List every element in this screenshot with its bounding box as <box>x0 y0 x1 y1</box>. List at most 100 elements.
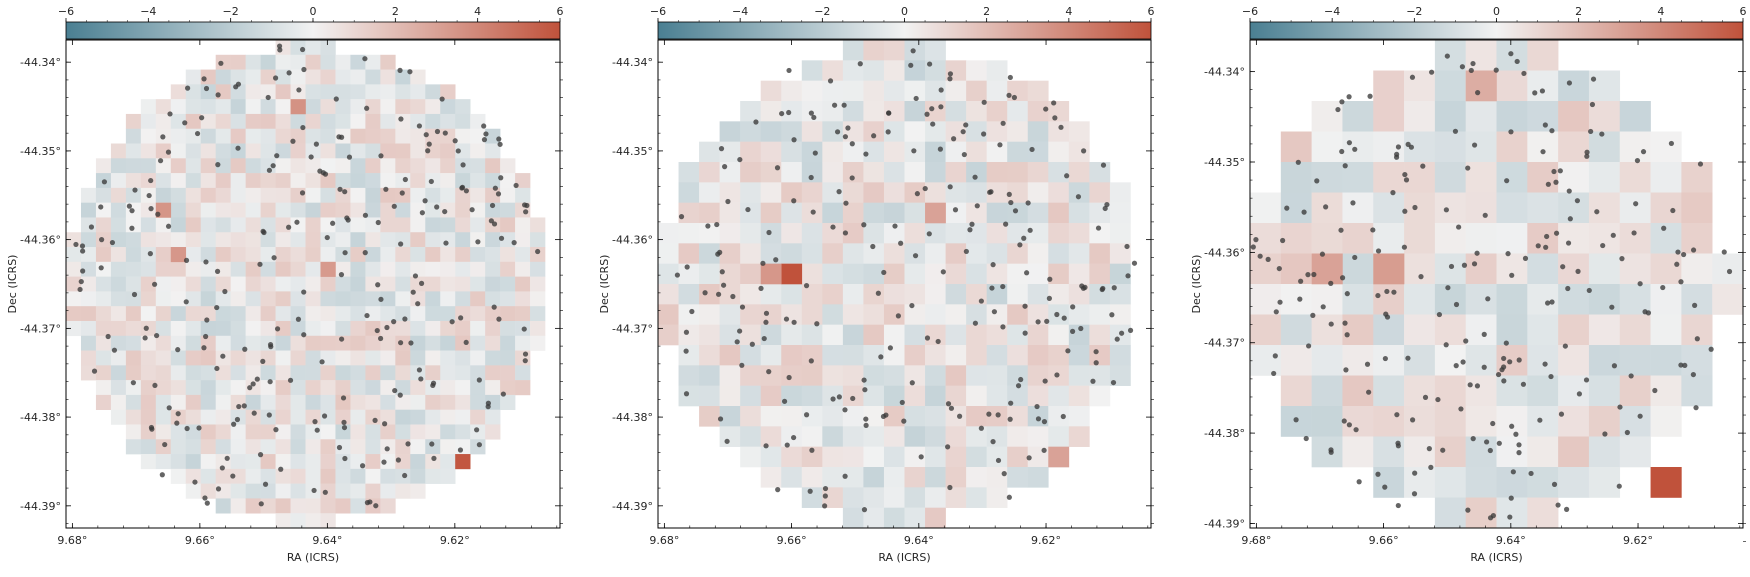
heatmap-cell <box>760 80 782 102</box>
heatmap-cell <box>485 335 501 351</box>
heatmap-hot-cell <box>781 263 803 285</box>
data-point <box>945 401 952 407</box>
heatmap-cell <box>410 158 426 174</box>
heatmap-cell <box>1048 426 1070 447</box>
data-point <box>1514 58 1520 65</box>
heatmap-cell <box>260 483 276 499</box>
data-point <box>290 138 296 144</box>
heatmap-cell <box>320 439 336 455</box>
heatmap-cell <box>305 498 321 514</box>
heatmap-cell <box>125 143 142 159</box>
data-point <box>814 321 820 327</box>
data-point <box>73 241 79 248</box>
x-axis-label: RA (ICRS) <box>1470 551 1522 564</box>
data-point <box>881 269 887 276</box>
heatmap-cell <box>1404 375 1436 407</box>
data-point <box>1114 336 1120 342</box>
data-point <box>1006 92 1012 98</box>
data-point <box>535 248 541 255</box>
data-point <box>1412 470 1418 476</box>
data-point <box>1405 355 1411 361</box>
heatmap-cell <box>245 483 261 499</box>
data-point <box>1678 279 1684 285</box>
heatmap-cell <box>904 284 926 305</box>
data-point <box>1481 364 1487 370</box>
data-point <box>1344 332 1350 338</box>
heatmap-cell <box>515 187 531 203</box>
heatmap-cell <box>350 173 366 189</box>
heatmap-cell <box>719 182 741 203</box>
heatmap-cell <box>1342 101 1374 132</box>
heatmap-cell <box>1496 162 1528 193</box>
heatmap-cell <box>1558 345 1590 376</box>
heatmap-cell <box>1527 40 1559 71</box>
heatmap-cell <box>185 143 202 159</box>
heatmap-cell <box>110 291 127 307</box>
heatmap-cell <box>801 345 823 366</box>
heatmap-cell <box>140 128 157 144</box>
heatmap-cell <box>904 467 926 488</box>
data-point <box>861 222 867 228</box>
heatmap-cell <box>170 158 187 174</box>
y-tick-label: -44.36° <box>20 234 61 247</box>
data-point <box>372 417 378 423</box>
heatmap-cell <box>1342 314 1374 346</box>
heatmap-cell <box>801 365 823 386</box>
heatmap-cell <box>1342 284 1374 315</box>
data-point <box>384 446 390 452</box>
data-point <box>1574 198 1580 204</box>
data-point <box>194 130 201 137</box>
heatmap-cell <box>140 454 157 470</box>
data-point <box>183 299 189 305</box>
heatmap-cell <box>1558 101 1590 132</box>
heatmap-cell <box>110 335 127 351</box>
heatmap-cell <box>350 99 366 115</box>
colorbar-tick-label: 4 <box>1065 5 1072 18</box>
data-point <box>402 176 408 183</box>
heatmap-cell <box>986 487 1008 508</box>
heatmap-cell <box>455 202 471 218</box>
data-point <box>722 164 728 170</box>
data-point <box>1250 244 1256 250</box>
data-point <box>423 132 429 138</box>
heatmap-cell <box>395 173 411 189</box>
data-point <box>1542 361 1548 367</box>
heatmap-cell <box>883 426 905 447</box>
heatmap-cell <box>1496 497 1528 529</box>
heatmap-cell <box>1465 375 1497 407</box>
heatmap-cell <box>110 173 127 189</box>
data-point <box>1458 406 1464 412</box>
heatmap-cell <box>1027 304 1049 325</box>
data-point <box>342 189 348 195</box>
data-point <box>1681 251 1687 258</box>
heatmap-cell <box>395 143 411 159</box>
data-point <box>739 362 745 368</box>
data-point <box>425 148 431 154</box>
heatmap-cell <box>125 394 142 410</box>
heatmap-cell <box>245 409 261 425</box>
heatmap-cell <box>230 143 246 159</box>
heatmap-cell <box>155 232 172 248</box>
data-point <box>1058 124 1064 130</box>
heatmap-cell <box>290 217 306 233</box>
data-point <box>362 56 368 62</box>
heatmap-cell <box>699 141 720 163</box>
data-point <box>1548 373 1554 380</box>
data-point <box>1081 148 1087 154</box>
heatmap-cell <box>1373 314 1405 346</box>
heatmap-cell <box>1342 192 1374 224</box>
colorbar-tick-label: −6 <box>58 5 74 18</box>
data-point <box>1093 360 1099 366</box>
heatmap-cell <box>440 158 456 174</box>
heatmap-cell <box>515 335 531 351</box>
heatmap-cell <box>230 424 246 440</box>
heatmap-cell <box>440 424 456 440</box>
data-point <box>863 416 869 422</box>
heatmap-cell <box>1027 182 1049 203</box>
heatmap-cell <box>1588 131 1621 163</box>
heatmap-cell <box>515 380 531 396</box>
heatmap-cell <box>320 99 336 115</box>
data-point <box>1018 376 1024 383</box>
heatmap-cell <box>380 247 396 263</box>
heatmap-cell <box>350 54 366 70</box>
